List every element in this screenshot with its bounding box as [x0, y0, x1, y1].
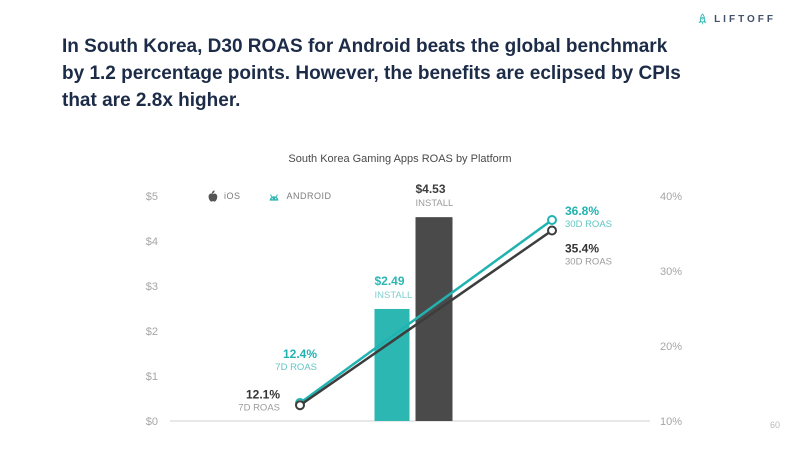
legend-item-ios: iOS: [206, 189, 241, 203]
right-axis-tick: 20%: [660, 341, 682, 353]
bar-sublabel: INSTALL: [375, 290, 413, 301]
bar-label: $4.53: [416, 182, 446, 196]
right-axis-tick: 40%: [660, 191, 682, 203]
headline-line-3: that are 2.8x higher.: [62, 90, 241, 111]
left-axis-tick: $5: [146, 191, 158, 203]
data-point-android[interactable]: [547, 215, 557, 225]
line-point-label: 12.1%: [246, 387, 280, 401]
right-axis-tick: 30%: [660, 266, 682, 278]
left-axis-tick: $3: [146, 281, 158, 293]
page-number: 60: [769, 420, 780, 430]
headline-line-1: In South Korea, D30 ROAS for Android bea…: [62, 36, 668, 57]
line-ios: [299, 229, 553, 407]
line-android: [299, 218, 553, 405]
line-point-sublabel: 30D ROAS: [565, 257, 612, 268]
android-icon: [269, 193, 278, 201]
rocket-icon: [698, 13, 707, 25]
line-point-label: 12.4%: [283, 347, 317, 361]
logo-text: LIFTOFF: [714, 14, 776, 25]
line-point-sublabel: 30D ROAS: [565, 219, 612, 230]
line-point-sublabel: 7D ROAS: [275, 362, 317, 373]
headline: In South Korea, D30 ROAS for Android bea…: [62, 33, 772, 114]
chart-title: South Korea Gaming Apps ROAS by Platform: [288, 153, 512, 165]
bar-label: $2.49: [375, 274, 405, 288]
line-point-label: 35.4%: [565, 242, 599, 256]
legend-item-android: ANDROID: [267, 190, 332, 203]
data-point-ios[interactable]: [295, 400, 305, 411]
left-axis-tick: $2: [146, 326, 158, 338]
left-axis-tick: $1: [146, 371, 158, 383]
headline-line-2: by 1.2 percentage points. However, the b…: [62, 63, 681, 84]
data-point-ios[interactable]: [547, 225, 557, 236]
line-point-sublabel: 7D ROAS: [238, 402, 280, 413]
liftoff-logo: LIFTOFF: [696, 13, 776, 26]
apple-icon: [208, 190, 218, 202]
bar-sublabel: INSTALL: [416, 198, 454, 209]
line-point-label: 36.8%: [565, 204, 599, 218]
chart-legend: iOS ANDROID: [206, 189, 332, 203]
bar-ios[interactable]: [415, 217, 453, 421]
left-axis-tick: $0: [146, 416, 158, 428]
legend-label-ios: iOS: [224, 191, 241, 201]
left-axis-tick: $4: [146, 236, 158, 248]
right-axis-tick: 10%: [660, 416, 682, 428]
legend-label-android: ANDROID: [286, 191, 332, 201]
